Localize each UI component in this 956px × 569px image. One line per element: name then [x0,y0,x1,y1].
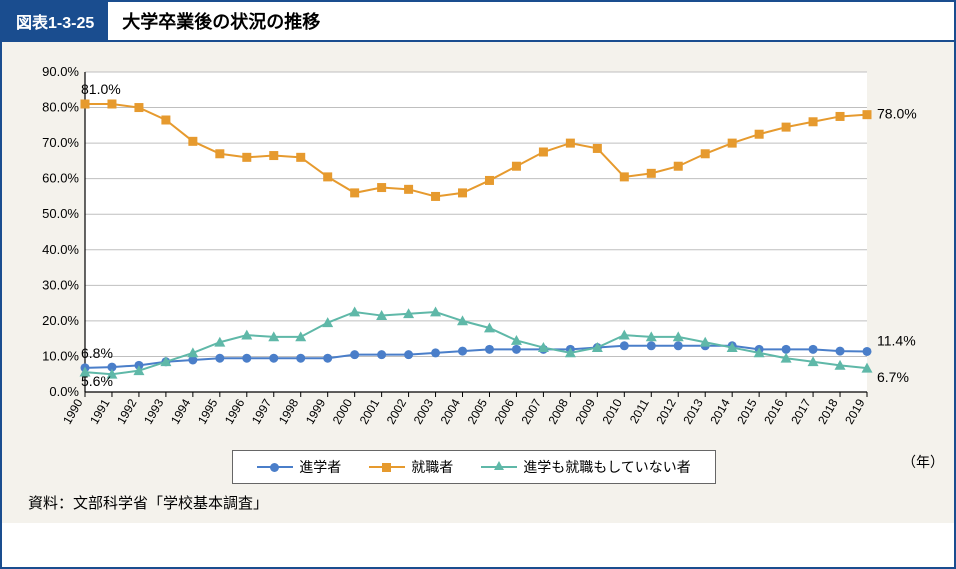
svg-text:2015: 2015 [734,396,760,426]
svg-text:5.6%: 5.6% [81,373,113,389]
svg-text:1998: 1998 [276,396,302,426]
svg-text:20.0%: 20.0% [42,313,79,328]
figure-header: 図表1-3-25 大学卒業後の状況の推移 [2,2,954,42]
svg-text:1992: 1992 [114,396,140,426]
legend-label: 進学も就職もしていない者 [523,457,691,477]
svg-text:6.7%: 6.7% [877,369,909,385]
svg-text:1993: 1993 [141,396,167,426]
svg-text:1990: 1990 [60,396,86,426]
svg-text:2007: 2007 [519,396,545,426]
svg-text:50.0%: 50.0% [42,206,79,221]
legend-label: 進学者 [299,457,341,477]
figure-title: 大学卒業後の状況の推移 [108,2,334,40]
svg-text:10.0%: 10.0% [42,348,79,363]
svg-text:2008: 2008 [546,396,572,426]
svg-text:70.0%: 70.0% [42,135,79,150]
svg-text:0.0%: 0.0% [49,384,79,399]
chart-area: 0.0% 10.0% 20.0% 30.0% 40.0% 50.0% 60.0% 70.0% 8… [2,42,954,523]
svg-text:2010: 2010 [599,396,625,426]
svg-text:60.0%: 60.0% [42,171,79,186]
svg-text:2006: 2006 [492,396,518,426]
svg-text:2000: 2000 [330,396,356,426]
svg-text:2011: 2011 [627,396,652,426]
svg-text:2005: 2005 [465,396,491,426]
svg-text:6.8%: 6.8% [81,345,113,361]
x-axis-unit: （年） [902,452,944,472]
legend-row: 進学者就職者進学も就職もしていない者 （年） [22,446,926,484]
svg-text:80.0%: 80.0% [42,100,79,115]
legend-label: 就職者 [411,457,453,477]
svg-text:30.0%: 30.0% [42,277,79,292]
legend-box: 進学者 就職者 進学も就職もしていない者 [232,450,716,484]
figure-number-badge: 図表1-3-25 [2,2,108,40]
svg-text:2009: 2009 [572,396,598,426]
svg-text:2003: 2003 [411,396,437,426]
line-chart-svg: 0.0% 10.0% 20.0% 30.0% 40.0% 50.0% 60.0% 70.0% 8… [29,60,919,440]
svg-text:1995: 1995 [195,396,221,426]
svg-text:11.4%: 11.4% [877,332,916,348]
svg-text:81.0%: 81.0% [81,81,121,97]
figure-container: 図表1-3-25 大学卒業後の状況の推移 0.0% 10.0% 20.0% 30.0%… [0,0,956,569]
svg-text:1991: 1991 [87,396,113,426]
svg-text:1996: 1996 [222,396,248,426]
legend-item-shingaku: 進学者 [257,457,341,477]
svg-text:2017: 2017 [788,396,814,426]
svg-text:40.0%: 40.0% [42,242,79,257]
svg-text:2012: 2012 [653,396,679,426]
svg-text:2018: 2018 [815,396,841,426]
svg-text:78.0%: 78.0% [877,106,917,122]
svg-text:2019: 2019 [842,396,868,426]
plot-wrapper: 0.0% 10.0% 20.0% 30.0% 40.0% 50.0% 60.0% 70.0% 8… [29,60,919,440]
svg-text:90.0%: 90.0% [42,64,79,79]
svg-text:2014: 2014 [707,396,733,426]
legend-item-shushoku: 就職者 [369,457,453,477]
svg-text:2016: 2016 [761,396,787,426]
source-citation: 資料：文部科学省「学校基本調査」 [22,484,926,513]
legend-item-neither: 進学も就職もしていない者 [481,457,691,477]
svg-text:1997: 1997 [249,396,275,426]
svg-text:2001: 2001 [357,396,383,426]
svg-text:1994: 1994 [168,396,194,426]
svg-text:2002: 2002 [384,396,410,426]
svg-text:2013: 2013 [680,396,706,426]
svg-text:1999: 1999 [303,396,329,426]
svg-text:2004: 2004 [438,396,464,426]
